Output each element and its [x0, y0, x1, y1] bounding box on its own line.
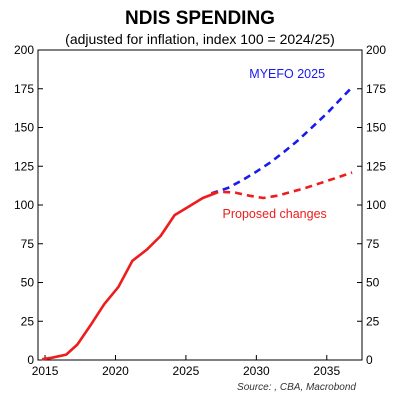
axes: [37, 49, 363, 361]
y-tick-label-left: 0: [27, 353, 34, 367]
y-axis-left-tick-labels: 0 25 50 75 100 125 150 175 200: [14, 43, 34, 367]
x-tick-label: 2035: [313, 364, 340, 378]
y-tick-label-right: 100: [366, 198, 386, 212]
y-tick-label-left: 125: [14, 159, 34, 173]
history-line: [42, 191, 218, 361]
y-tick-label-right: 125: [366, 159, 386, 173]
y-tick-label-left: 200: [14, 43, 34, 57]
proposed-changes-label: Proposed changes: [223, 207, 327, 221]
myefo-2025-line: [210, 86, 354, 195]
x-tick-label: 2015: [32, 364, 59, 378]
y-axis-right-tick-labels: 0 25 50 75 100 125 150 175 200: [366, 43, 386, 367]
plot-frame: [37, 49, 363, 361]
y-tick-label-left: 75: [21, 237, 35, 251]
x-axis-tick-labels: 2015 2020 2025 2030 2035: [32, 364, 341, 378]
myefo-2025-label: MYEFO 2025: [249, 67, 325, 81]
annotations: MYEFO 2025 Proposed changes: [223, 67, 327, 221]
y-tick-label-left: 100: [14, 198, 34, 212]
y-tick-label-left: 50: [21, 276, 35, 290]
x-tick-label: 2025: [173, 364, 200, 378]
chart-subtitle: (adjusted for inflation, index 100 = 202…: [65, 31, 335, 47]
series-lines: [42, 86, 354, 361]
chart-title: NDIS SPENDING: [125, 8, 275, 29]
y-tick-label-right: 200: [366, 43, 386, 57]
y-tick-label-right: 50: [366, 276, 380, 290]
y-tick-label-left: 175: [14, 82, 34, 96]
x-tick-label: 2020: [102, 364, 129, 378]
x-tick-label: 2030: [243, 364, 270, 378]
y-tick-label-right: 25: [366, 314, 380, 328]
source-note: Source: , CBA, Macrobond: [237, 382, 356, 393]
y-tick-label-left: 25: [21, 314, 35, 328]
y-tick-label-right: 75: [366, 237, 380, 251]
y-tick-label-right: 150: [366, 121, 386, 135]
y-tick-label-left: 150: [14, 121, 34, 135]
y-tick-label-right: 0: [366, 353, 373, 367]
y-tick-label-right: 175: [366, 82, 386, 96]
proposed-changes-line: [211, 171, 353, 200]
